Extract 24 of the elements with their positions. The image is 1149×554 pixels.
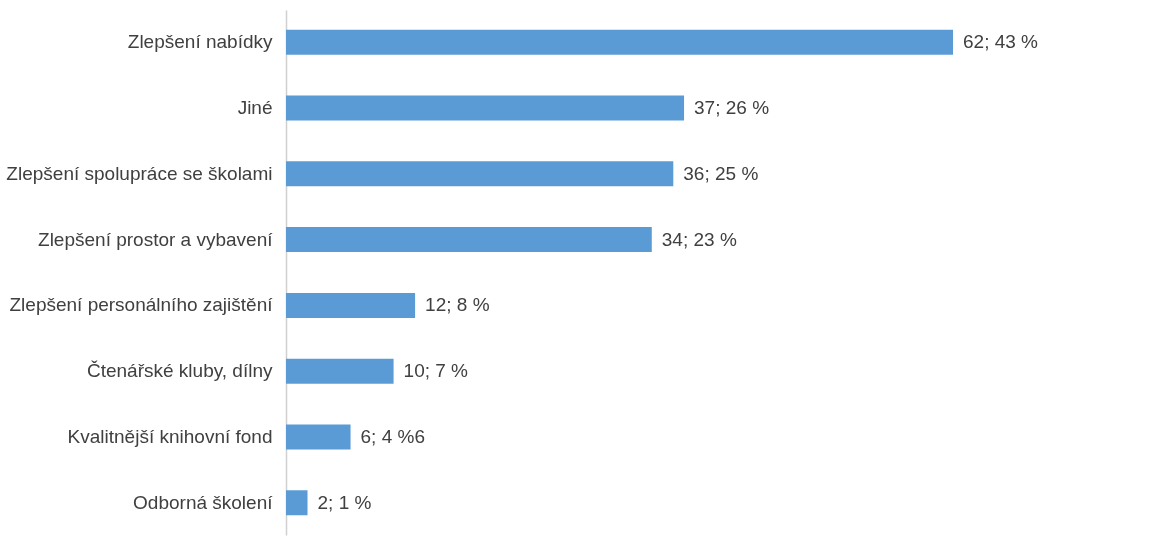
data-label: 2; 1 %: [317, 491, 372, 513]
y-tick-label: Kvalitnější knihovní fond: [67, 425, 273, 447]
data-label: 12; 8 %: [425, 294, 490, 316]
bar: [286, 227, 652, 253]
bar: [286, 95, 685, 121]
data-label: 37; 26 %: [694, 97, 770, 119]
bar: [286, 161, 674, 187]
y-tick-label: Zlepšení personálního zajištění: [9, 294, 274, 316]
data-label: 10; 7 %: [403, 360, 469, 382]
bar: [286, 424, 351, 450]
bar: [286, 490, 308, 516]
y-tick-label: Čtenářské kluby, dílny: [86, 360, 273, 382]
y-tick-label: Jiné: [237, 97, 273, 119]
y-tick-label: Zlepšení spolupráce se školami: [6, 162, 273, 184]
data-label: 62; 43 %: [963, 31, 1039, 53]
bar: [286, 29, 953, 55]
bar: [286, 358, 394, 384]
y-tick-label: Zlepšení nabídky: [127, 31, 273, 53]
data-label: 36; 25 %: [683, 162, 759, 184]
y-tick-label: Odborná školení: [133, 491, 274, 513]
data-label: 34; 23 %: [661, 228, 737, 250]
data-label: 6; 4 %6: [360, 425, 425, 447]
bar: [286, 292, 416, 318]
y-tick-label: Zlepšení prostor a vybavení: [38, 228, 274, 250]
